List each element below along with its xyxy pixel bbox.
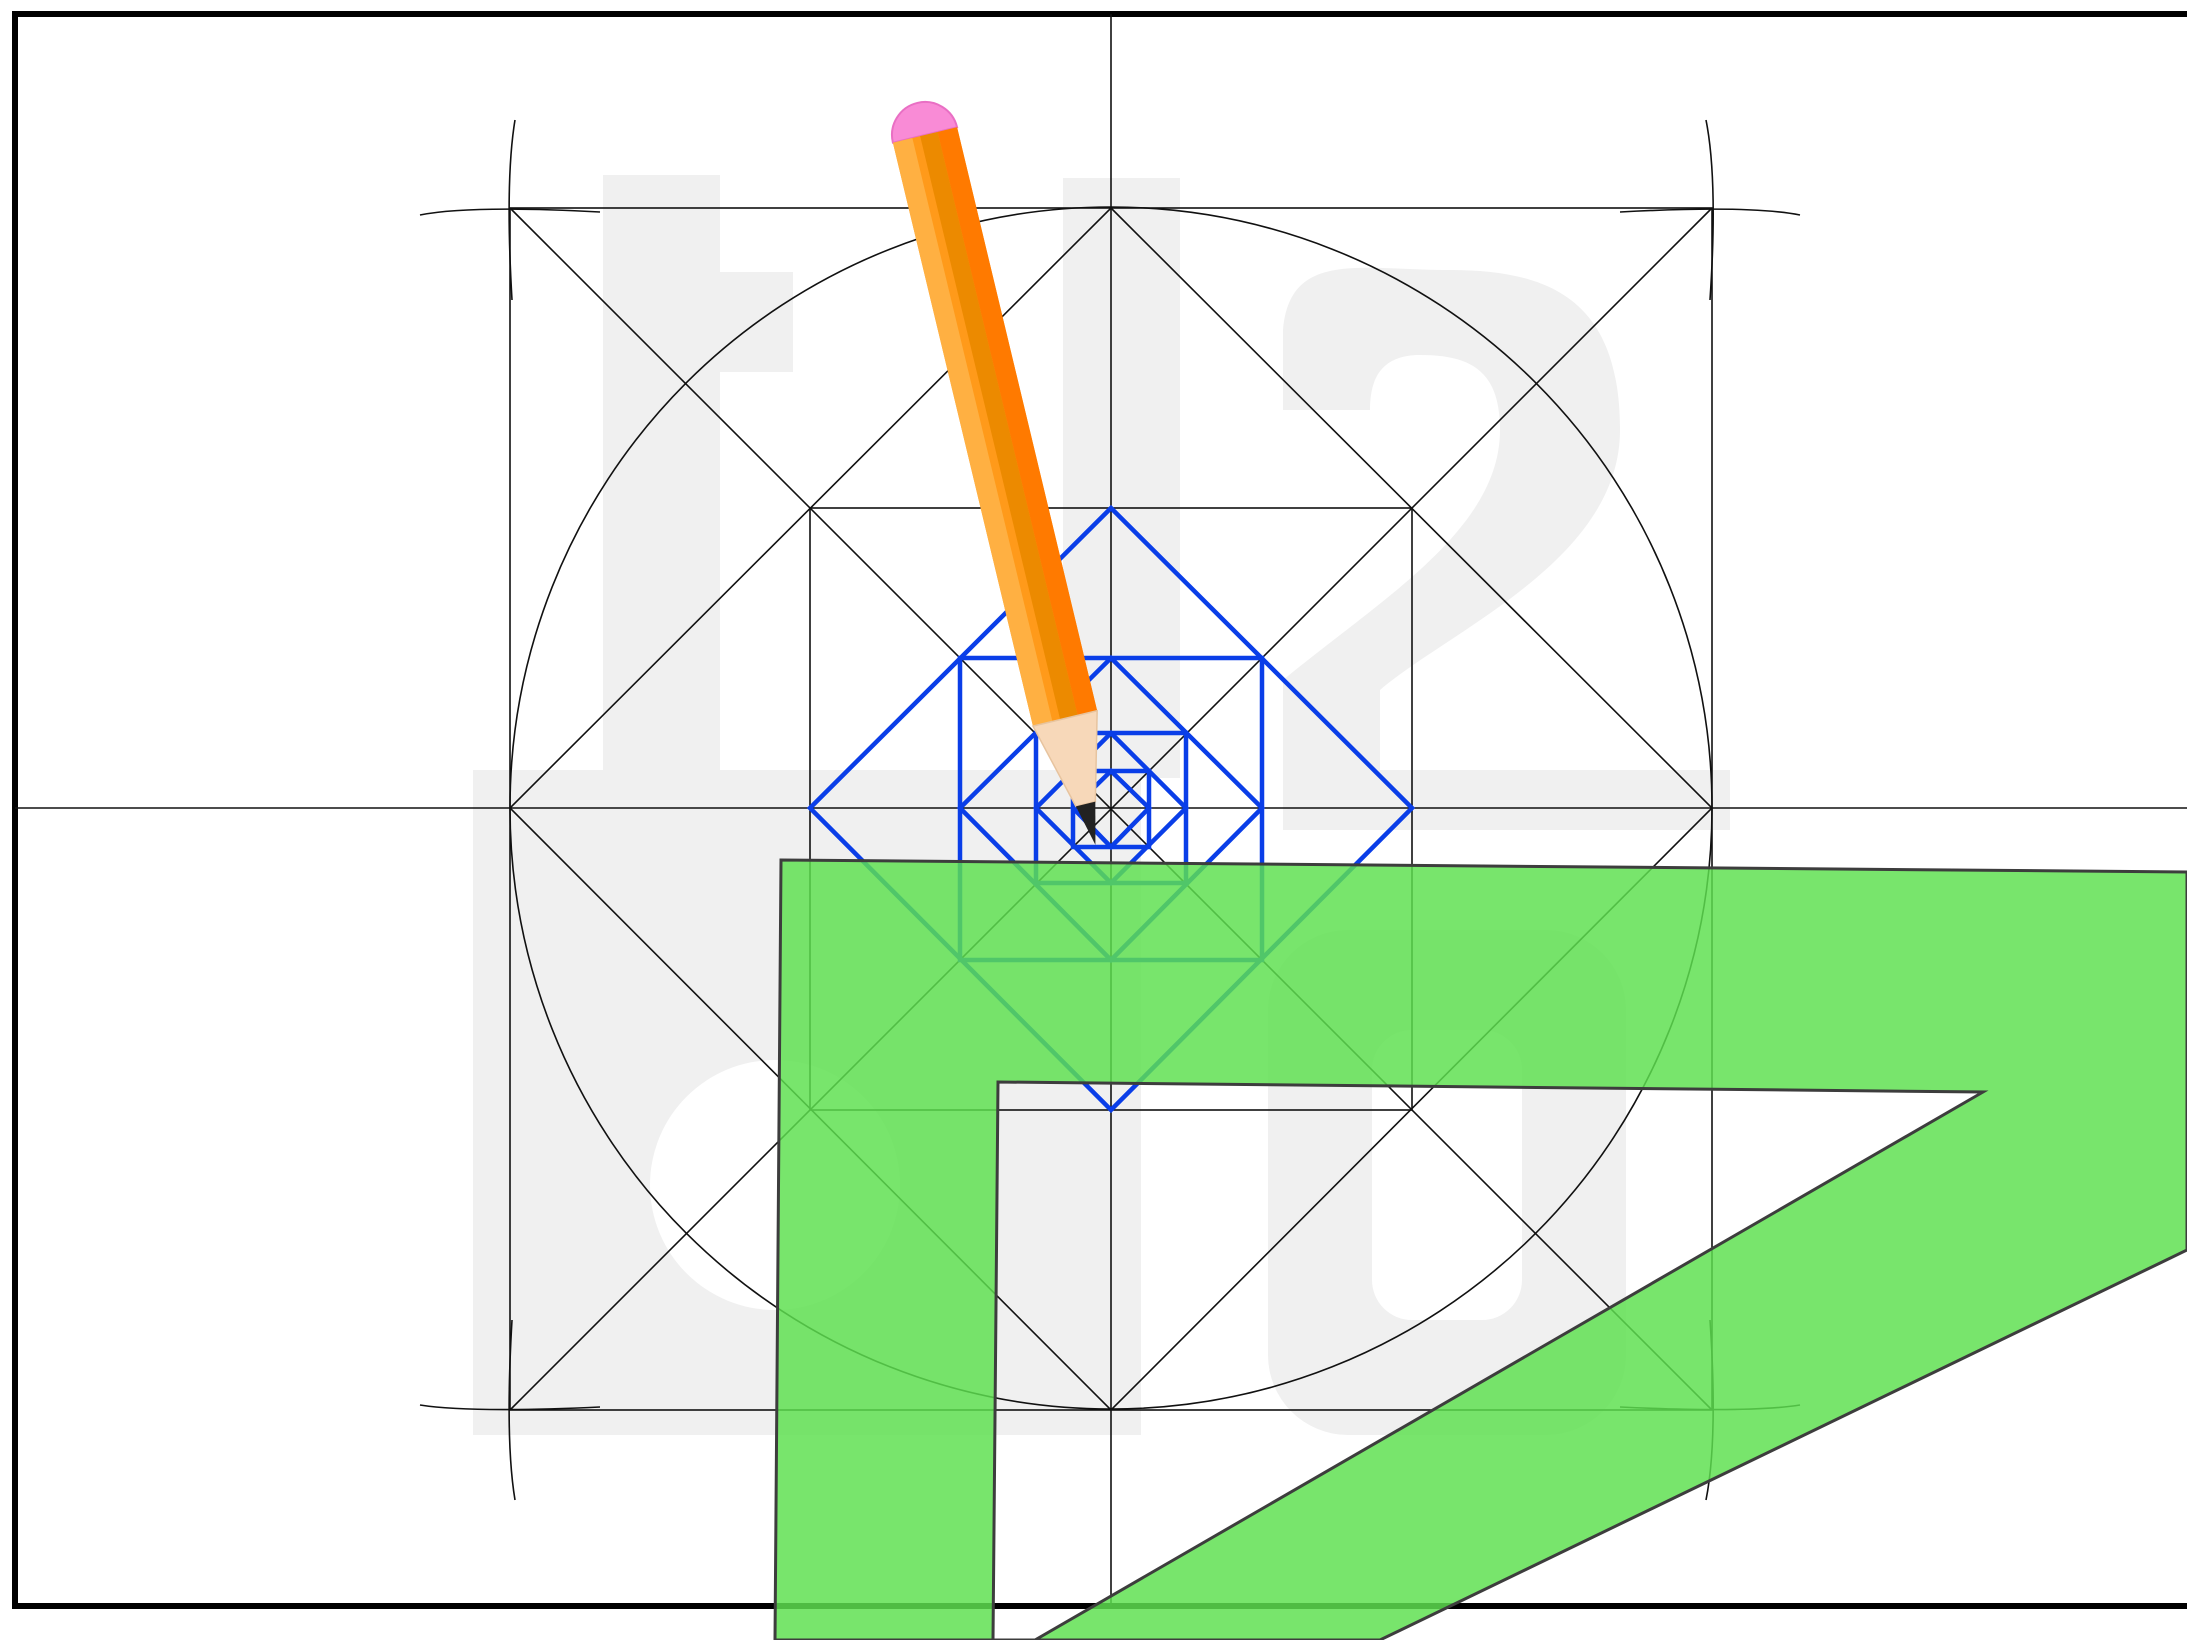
arc-top-left-h [419, 208, 601, 216]
logo-watermark [473, 175, 1730, 1435]
arc-top-left-v [508, 119, 516, 301]
diagonal-2 [509, 207, 1713, 1411]
construction-lines [15, 14, 2187, 1606]
pencil-icon[interactable] [885, 95, 1127, 852]
outer-diamond [508, 206, 1714, 1412]
set-square-icon[interactable] [773, 858, 2187, 1640]
nested-diamond-1 [806, 504, 1416, 1114]
arc-bottom-left-h [419, 1404, 601, 1411]
arc-bottom-left-v [508, 1319, 516, 1501]
arc-top-right-v [1705, 119, 1714, 301]
arc-top-right-h [1619, 208, 1801, 216]
